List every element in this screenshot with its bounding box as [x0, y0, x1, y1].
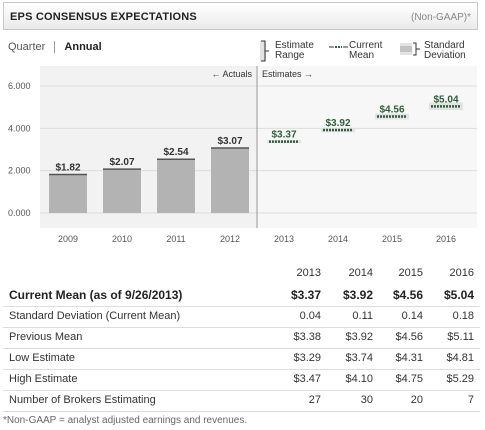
table-cell: $4.10: [345, 373, 373, 385]
row-label: Current Mean (as of 9/26/2013): [9, 288, 183, 302]
table-cell: 20: [410, 394, 423, 406]
x-tick-label: 2013: [274, 234, 294, 244]
year-header: 2013: [296, 267, 321, 279]
standard-deviation-icon: [400, 42, 420, 56]
x-tick-label: 2016: [436, 234, 456, 244]
row-label: High Estimate: [9, 373, 78, 385]
period-tabs: Quarter Annual: [8, 41, 102, 54]
actual-bar: [157, 159, 195, 213]
table-cell: 0.14: [401, 310, 423, 322]
table-row: Previous Mean $3.38 $3.92 $4.56 $5.11: [3, 327, 480, 349]
actual-bar: [103, 169, 141, 213]
table-cell: $4.81: [446, 352, 474, 364]
table-cell: 27: [308, 394, 321, 406]
table-cell: $3.92: [345, 331, 373, 343]
legend-estimate-range: Estimate Range: [275, 40, 314, 61]
table-cell: $4.56: [392, 288, 423, 302]
actual-bar: [49, 174, 87, 213]
x-tick-label: 2014: [328, 234, 348, 244]
table-cell: 0.11: [352, 310, 373, 322]
table-cell: $3.38: [293, 331, 321, 343]
tab-annual[interactable]: Annual: [64, 41, 102, 53]
table-cell: $4.31: [395, 352, 423, 364]
row-label: Previous Mean: [9, 331, 83, 343]
table-cell: 7: [467, 394, 474, 406]
table-cell: 0.18: [452, 310, 474, 322]
actuals-label: ← Actuals: [211, 69, 252, 79]
panel-title: EPS CONSENSUS EXPECTATIONS: [10, 11, 197, 23]
x-tick-label: 2012: [220, 234, 240, 244]
table-cell: $5.04: [443, 288, 474, 302]
non-gaap-note: (Non-GAAP)*: [410, 12, 471, 23]
row-label: Low Estimate: [9, 352, 76, 364]
legend-standard-deviation: Standard Deviation: [424, 40, 466, 61]
year-header: 2016: [449, 267, 474, 279]
footnote: *Non-GAAP = analyst adjusted earnings an…: [3, 415, 248, 426]
x-axis: 2009 2010 2011 2012 2013 2014 2015 2016: [58, 234, 456, 244]
table-cell: 0.04: [299, 310, 321, 322]
actual-value-label: $2.07: [109, 157, 134, 168]
legend-current-mean: Current Mean: [349, 40, 383, 61]
actual-value-label: $3.07: [217, 136, 242, 147]
y-tick-label: 0.000: [8, 208, 31, 218]
x-tick-label: 2011: [166, 234, 185, 244]
year-header: 2014: [348, 267, 373, 279]
table-row: Current Mean (as of 9/26/2013) $3.37 $3.…: [3, 285, 480, 307]
actual-bar: [211, 148, 249, 213]
estimate-value-label: $4.56: [379, 104, 404, 115]
x-tick-label: 2010: [112, 234, 132, 244]
actual-value-label: $1.82: [55, 162, 80, 173]
estimate-value-label: $5.04: [433, 94, 458, 105]
panel-header: EPS CONSENSUS EXPECTATIONS (Non-GAAP)*: [3, 2, 478, 30]
table-cell: $3.47: [293, 373, 321, 385]
actual-value-label: $2.54: [163, 147, 188, 158]
table-cell: $3.37: [290, 288, 321, 302]
gridlines: [40, 85, 477, 214]
current-mean-icon: [329, 46, 348, 48]
y-tick-label: 4.000: [8, 123, 31, 133]
table-cell: $3.74: [345, 352, 373, 364]
estimate-value-label: $3.37: [271, 130, 296, 141]
actual-bars: $1.82 $2.07 $2.54 $3.07: [49, 136, 249, 213]
table-row: Standard Deviation (Current Mean) 0.04 0…: [3, 306, 480, 328]
row-label: Standard Deviation (Current Mean): [9, 310, 181, 322]
y-axis: 0.000 2.000 4.000 6.000: [8, 81, 31, 218]
table-cell: $3.29: [293, 352, 321, 364]
estimates-plot-area: [257, 66, 477, 228]
estimate-range-icon: [260, 40, 269, 62]
x-tick-label: 2009: [58, 234, 78, 244]
table-cell: $5.29: [446, 373, 474, 385]
x-tick-label: 2015: [382, 234, 402, 244]
table-row: High Estimate $3.47 $4.10 $4.75 $5.29: [3, 369, 480, 391]
row-label: Number of Brokers Estimating: [9, 394, 156, 406]
year-header: 2015: [398, 267, 423, 279]
estimates-label: Estimates →: [262, 69, 313, 79]
table-cell: $4.56: [395, 331, 423, 343]
estimate-value-label: $3.92: [325, 118, 350, 129]
tab-divider: [54, 41, 56, 54]
table-cell: $4.75: [395, 373, 423, 385]
table-cell: $5.11: [447, 331, 474, 343]
table-row: Low Estimate $3.29 $3.74 $4.31 $4.81: [3, 348, 480, 370]
y-tick-label: 6.000: [8, 81, 31, 91]
estimate-markers: $3.37 $3.92 $4.56 $5.04: [267, 94, 463, 144]
table-cell: 30: [360, 394, 373, 406]
y-tick-label: 2.000: [8, 166, 31, 176]
table-cell: $3.92: [342, 288, 373, 302]
eps-chart: ← Actuals Estimates → 0.000 2.000 4.000 6.0…: [8, 66, 477, 244]
table-row: Number of Brokers Estimating 27 30 20 7: [3, 390, 480, 412]
tab-quarter[interactable]: Quarter: [8, 41, 46, 53]
